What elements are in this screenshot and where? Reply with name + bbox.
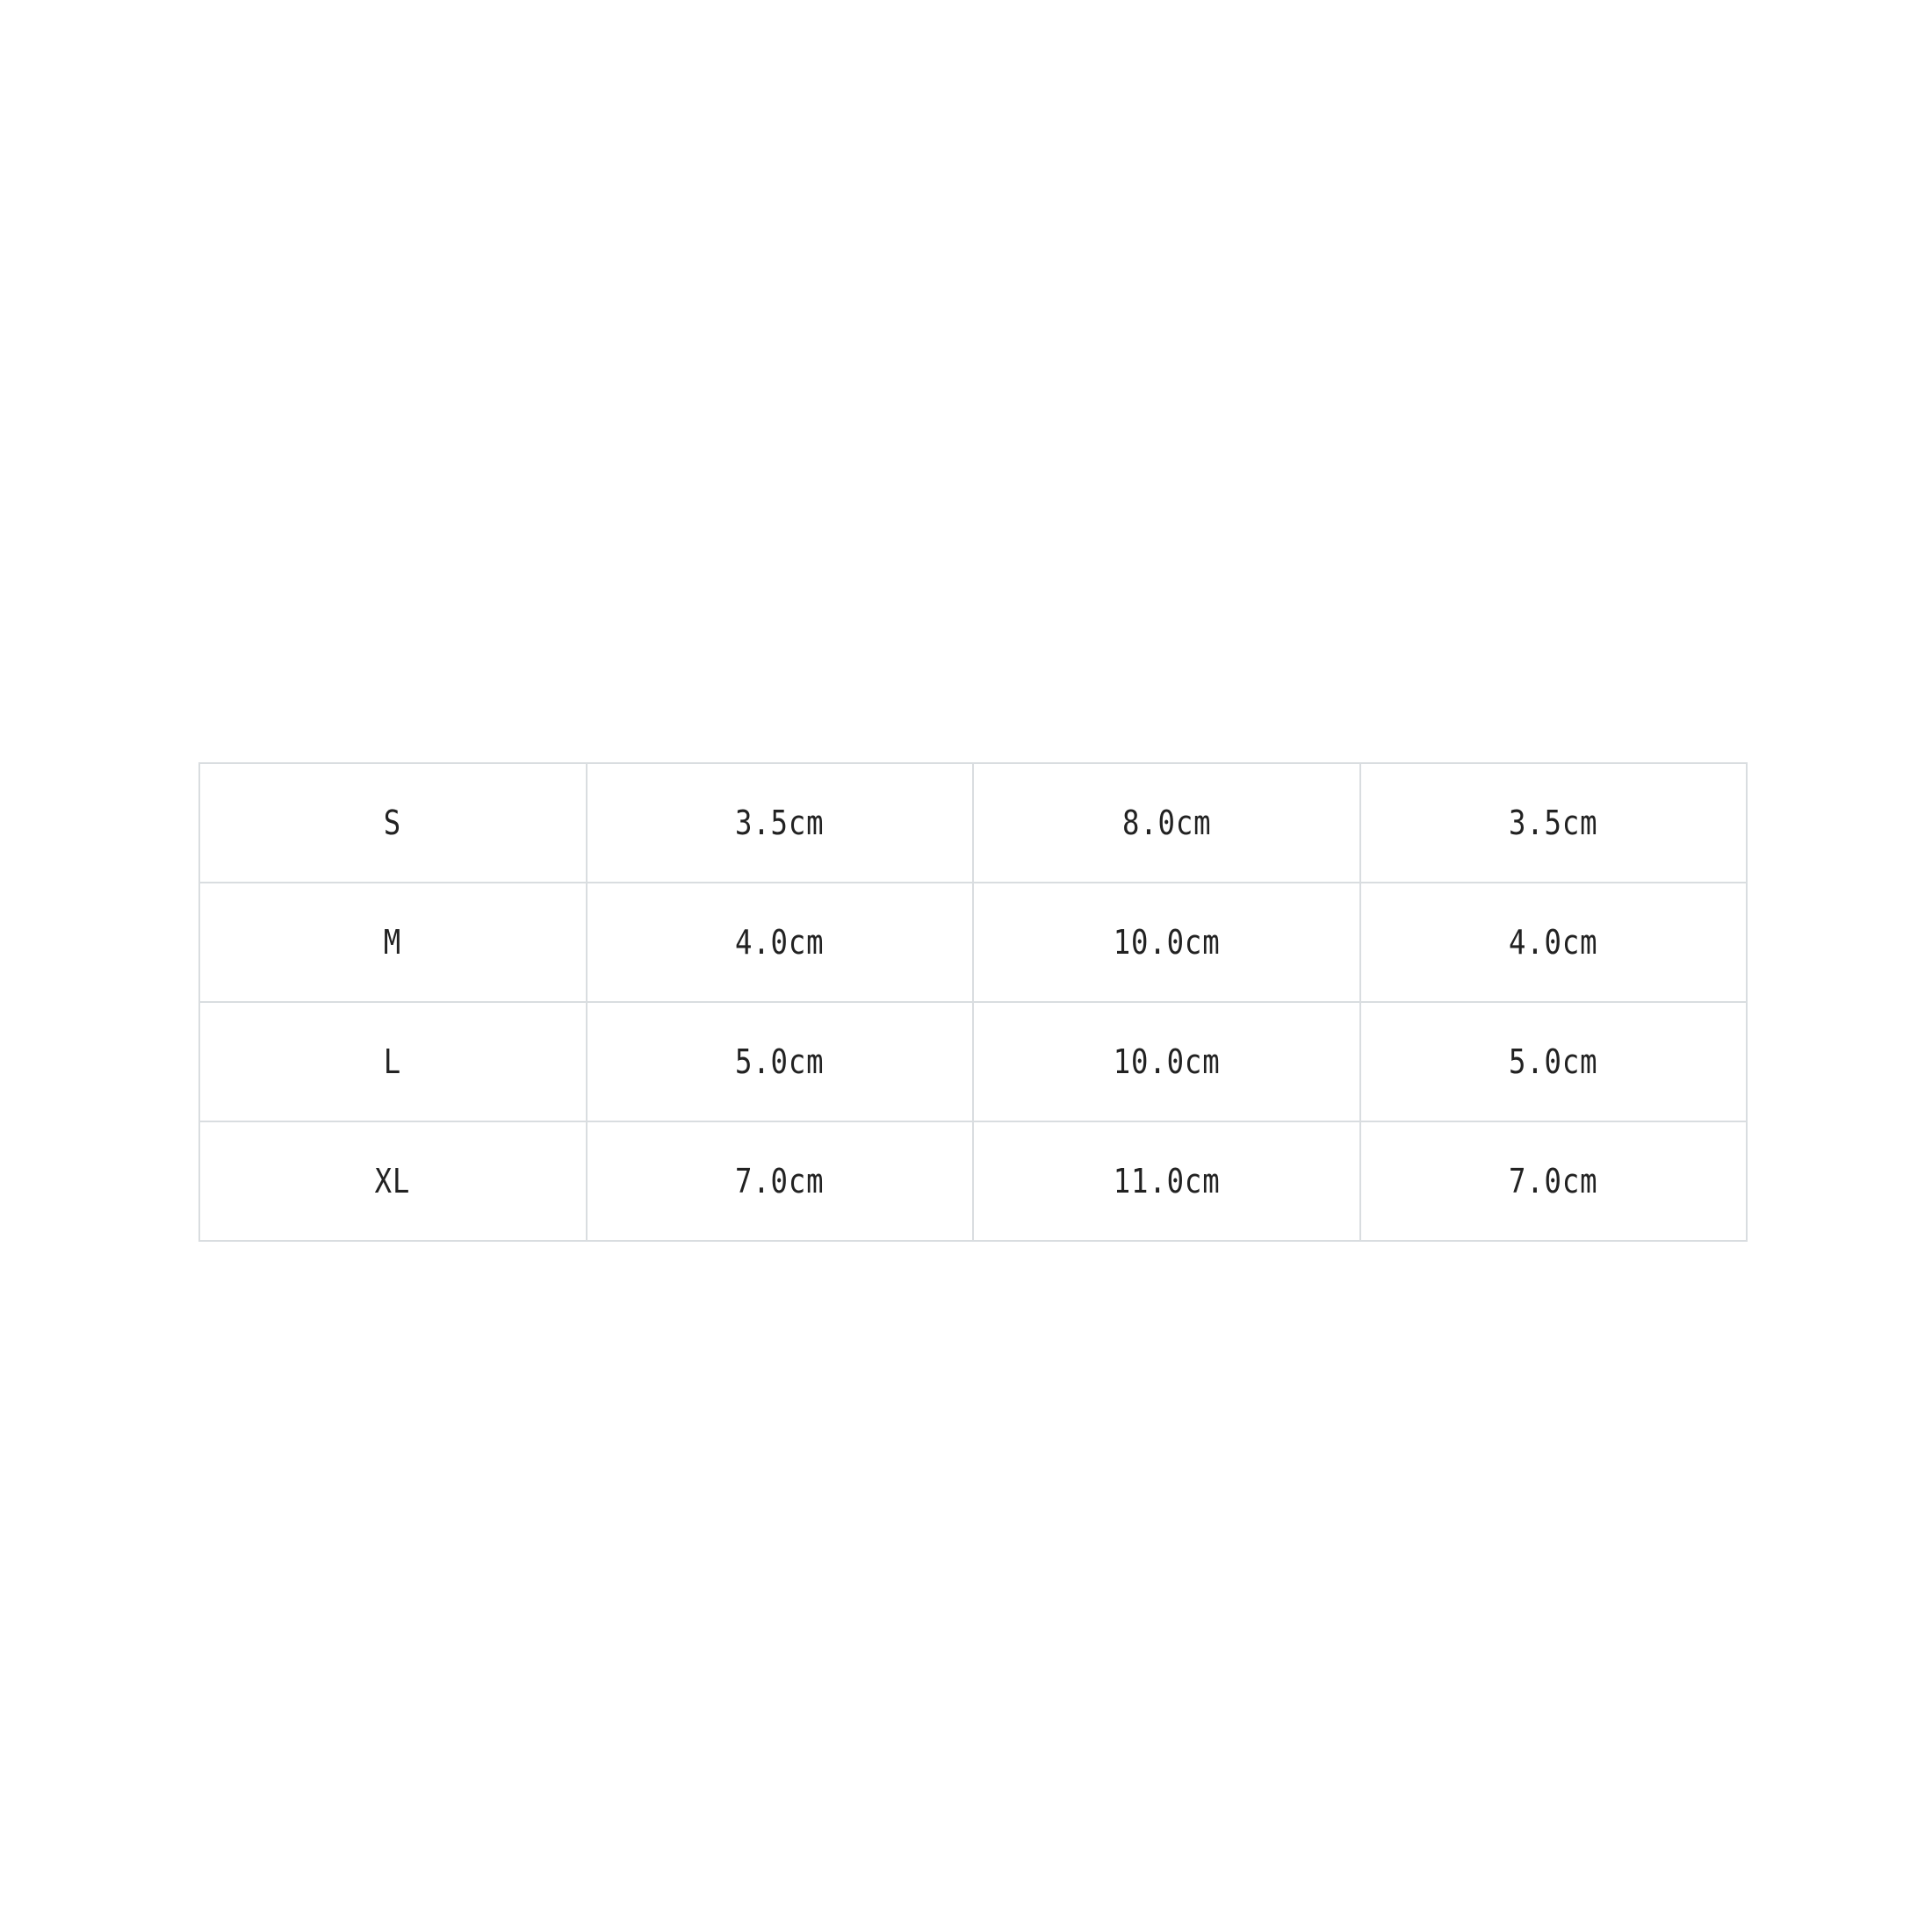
cell-text: S — [384, 804, 402, 842]
cell-text: 11.0cm — [1113, 1162, 1221, 1200]
table-row: XL 7.0cm 11.0cm 7.0cm — [198, 1121, 1748, 1242]
cell-text: 5.0cm — [1509, 1042, 1598, 1081]
cell-text: 4.0cm — [735, 923, 825, 962]
cell-text: M — [384, 923, 402, 962]
measurement-cell: 4.0cm — [1359, 882, 1748, 1003]
measurement-cell: 7.0cm — [1359, 1121, 1748, 1242]
measurement-cell: 5.0cm — [1359, 1001, 1748, 1122]
cell-text: 4.0cm — [1509, 923, 1598, 962]
cell-text: 10.0cm — [1113, 923, 1221, 962]
cell-text: 7.0cm — [1509, 1162, 1598, 1200]
table-row: L 5.0cm 10.0cm 5.0cm — [198, 1001, 1748, 1122]
cell-text: 3.5cm — [735, 804, 825, 842]
measurement-cell: 3.5cm — [585, 762, 974, 883]
measurement-cell: 3.5cm — [1359, 762, 1748, 883]
size-label-cell: M — [198, 882, 588, 1003]
measurement-cell: 4.0cm — [585, 882, 974, 1003]
cell-text: 8.0cm — [1121, 804, 1211, 842]
measurement-cell: 8.0cm — [972, 762, 1361, 883]
cell-text: 3.5cm — [1509, 804, 1598, 842]
size-label-cell: XL — [198, 1121, 588, 1242]
cell-text: 7.0cm — [735, 1162, 825, 1200]
table-row: M 4.0cm 10.0cm 4.0cm — [198, 882, 1748, 1003]
measurement-cell: 5.0cm — [585, 1001, 974, 1122]
size-table: S 3.5cm 8.0cm 3.5cm M 4.0cm 10.0cm 4.0cm L 5.0cm 1… — [198, 762, 1748, 1242]
cell-text: L — [384, 1042, 402, 1081]
cell-text: 10.0cm — [1113, 1042, 1221, 1081]
measurement-cell: 10.0cm — [972, 1001, 1361, 1122]
size-label-cell: S — [198, 762, 588, 883]
table-row: S 3.5cm 8.0cm 3.5cm — [198, 762, 1748, 883]
cell-text: 5.0cm — [735, 1042, 825, 1081]
measurement-cell: 10.0cm — [972, 882, 1361, 1003]
measurement-cell: 7.0cm — [585, 1121, 974, 1242]
cell-text: XL — [374, 1162, 411, 1200]
measurement-cell: 11.0cm — [972, 1121, 1361, 1242]
size-label-cell: L — [198, 1001, 588, 1122]
